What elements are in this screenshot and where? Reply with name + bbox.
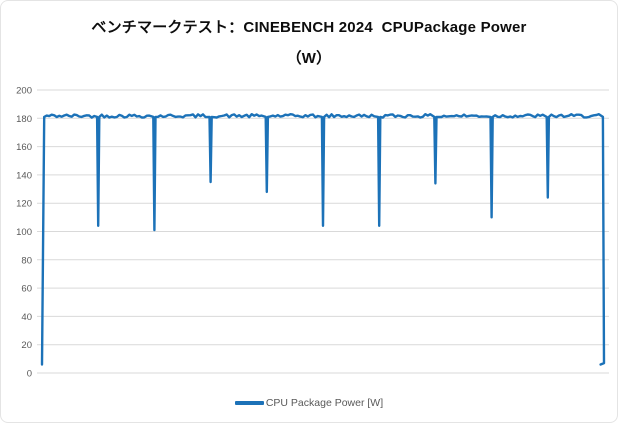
- y-axis-tick-label: 80: [21, 255, 32, 266]
- power-line-series: [40, 112, 606, 366]
- chart-title-line2: （W）: [286, 50, 332, 67]
- y-axis-tick-label: 60: [21, 284, 32, 295]
- legend-line-swatch: [234, 401, 264, 405]
- y-axis-tick-label: 180: [16, 114, 32, 125]
- legend-label: CPU Package Power [W]: [265, 397, 384, 409]
- y-axis-tick-label: 0: [27, 369, 32, 380]
- legend: CPU Package Power [W]: [1, 397, 617, 409]
- chart-title-line1: ベンチマークテスト：CINEBENCH 2024 CPUPackage Powe…: [91, 19, 527, 36]
- y-axis-tick-label: 100: [16, 227, 32, 238]
- chart-title: ベンチマークテスト：CINEBENCH 2024 CPUPackage Powe…: [1, 12, 617, 74]
- y-axis-tick-label: 160: [16, 142, 32, 153]
- y-axis-tick-label: 120: [16, 199, 32, 210]
- y-axis-tick-label: 20: [21, 340, 32, 351]
- y-axis-tick-label: 140: [16, 170, 32, 181]
- y-axis-tick-label: 200: [16, 86, 32, 97]
- y-axis-tick-label: 40: [21, 312, 32, 323]
